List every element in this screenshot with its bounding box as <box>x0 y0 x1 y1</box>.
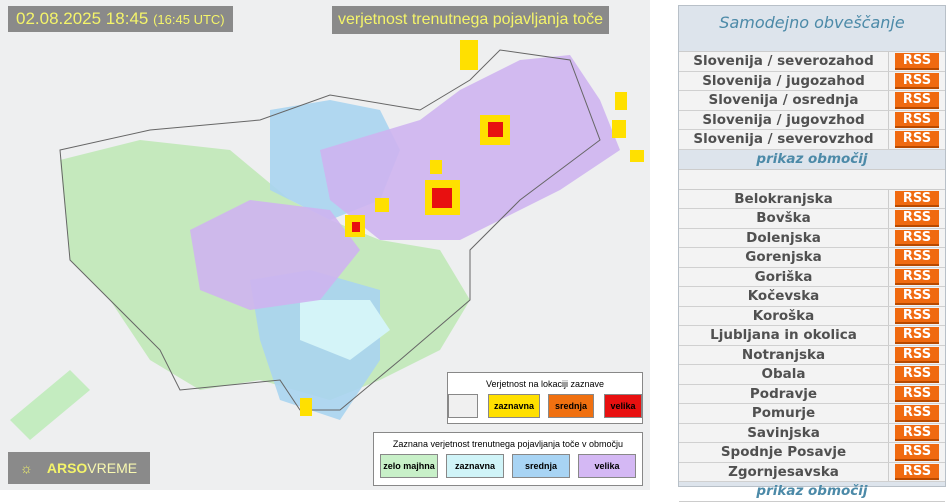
feed-name: Notranjska <box>679 345 889 364</box>
rss-button[interactable]: RSS <box>895 288 939 305</box>
feed-name: Gorenjska <box>679 248 889 267</box>
feed-name: Savinjska <box>679 423 889 442</box>
sun-icon: ☼ <box>20 460 33 476</box>
feed-name: Slovenija / severovzhod <box>679 130 889 149</box>
feed-row: Notranjska RSS <box>679 345 945 365</box>
feed-row: Goriška RSS <box>679 267 945 287</box>
legend-swatch-velika: velika <box>578 454 636 478</box>
rss-button[interactable]: RSS <box>895 346 939 363</box>
feed-name: Bovška <box>679 209 889 228</box>
rss-button[interactable]: RSS <box>895 463 939 480</box>
map-title: verjetnost trenutnega pojavljanja toče <box>332 6 610 34</box>
feed-name: Slovenija / jugovzhod <box>679 110 889 129</box>
rss-button[interactable]: RSS <box>895 444 939 461</box>
legend-area: Zaznana verjetnost trenutnega pojavljanj… <box>373 432 643 486</box>
rss-button[interactable]: RSS <box>895 385 939 402</box>
legend-swatch-zaznavna: zaznavna <box>488 394 540 418</box>
feed-name: Kočevska <box>679 287 889 306</box>
feed-name: Koroška <box>679 306 889 325</box>
feed-name: Obala <box>679 365 889 384</box>
rss-button[interactable]: RSS <box>895 53 939 70</box>
legend-swatch-srednja: srednja <box>512 454 570 478</box>
feed-name: Podravje <box>679 384 889 403</box>
rss-button[interactable]: RSS <box>895 190 939 207</box>
feed-row: Koroška RSS <box>679 306 945 326</box>
rss-button[interactable]: RSS <box>895 327 939 344</box>
legend-location: Verjetnost na lokaciji zaznave zaznavna … <box>447 372 643 424</box>
rss-button[interactable]: RSS <box>895 268 939 285</box>
rss-button[interactable]: RSS <box>895 249 939 266</box>
feed-name: Pomurje <box>679 404 889 423</box>
rss-button[interactable]: RSS <box>895 92 939 109</box>
feed-row: Pomurje RSS <box>679 404 945 424</box>
legend-swatch-srednja: srednja <box>548 394 594 418</box>
feed-row: Gorenjska RSS <box>679 248 945 268</box>
feed-row: Podravje RSS <box>679 384 945 404</box>
rss-button[interactable]: RSS <box>895 424 939 441</box>
feed-name: Slovenija / severozahod <box>679 52 889 71</box>
hail-cells <box>300 40 644 416</box>
feed-name: Dolenjska <box>679 228 889 247</box>
rss-button[interactable]: RSS <box>895 307 939 324</box>
rss-button[interactable]: RSS <box>895 72 939 89</box>
rss-button[interactable]: RSS <box>895 405 939 422</box>
timestamp: 02.08.2025 18:45 <box>16 9 149 28</box>
feed-row: Zgornjesavska RSS <box>679 462 945 482</box>
rss-button[interactable]: RSS <box>895 131 939 148</box>
feed-row: Dolenjska RSS <box>679 228 945 248</box>
rss-button[interactable]: RSS <box>895 111 939 128</box>
feed-row: Kočevska RSS <box>679 287 945 307</box>
feed-row: Slovenija / jugozahod RSS <box>679 71 945 91</box>
rss-button[interactable]: RSS <box>895 210 939 227</box>
feed-name: Goriška <box>679 267 889 286</box>
feed-name: Spodnje Posavje <box>679 443 889 462</box>
feed-name: Zgornjesavska <box>679 462 889 481</box>
rss-button[interactable]: RSS <box>895 366 939 383</box>
panel-title: Samodejno obveščanje <box>719 13 905 32</box>
feed-row: Slovenija / severozahod RSS <box>679 52 945 72</box>
feed-name: Slovenija / osrednja <box>679 91 889 110</box>
legend-location-title: Verjetnost na lokaciji zaznave <box>485 379 605 389</box>
feed-row: Savinjska RSS <box>679 423 945 443</box>
feed-row: Slovenija / severovzhod RSS <box>679 130 945 150</box>
show-areas-link-2[interactable]: prikaz območij <box>679 482 945 502</box>
legend-swatch-none <box>448 394 478 418</box>
arso-logo[interactable]: ☼ ARSOVREME <box>8 452 150 484</box>
timestamp-utc: (16:45 UTC) <box>153 12 225 27</box>
feed-row: Belokranjska RSS <box>679 189 945 209</box>
feed-row: Ljubljana in okolica RSS <box>679 326 945 346</box>
legend-swatch-zaznavna: zaznavna <box>446 454 504 478</box>
feed-name: Ljubljana in okolica <box>679 326 889 345</box>
feed-row: Spodnje Posavje RSS <box>679 443 945 463</box>
legend-swatch-zelo-majhna: zelo majhna <box>380 454 438 478</box>
notifications-panel: Samodejno obveščanje Slovenija / severoz… <box>678 5 946 502</box>
legend-area-title: Zaznana verjetnost trenutnega pojavljanj… <box>392 439 624 449</box>
show-areas-link[interactable]: prikaz območij <box>679 150 945 170</box>
timestamp-badge: 02.08.2025 18:45 (16:45 UTC) <box>8 6 233 32</box>
hail-probability-map[interactable]: 02.08.2025 18:45 (16:45 UTC) verjetnost … <box>0 0 650 490</box>
feed-name: Belokranjska <box>679 189 889 208</box>
rss-button[interactable]: RSS <box>895 229 939 246</box>
feed-row: Slovenija / osrednja RSS <box>679 91 945 111</box>
feed-row: Slovenija / jugovzhod RSS <box>679 110 945 130</box>
legend-swatch-velika: velika <box>604 394 642 418</box>
feed-row: Bovška RSS <box>679 209 945 229</box>
feed-row: Obala RSS <box>679 365 945 385</box>
map-graphic <box>10 40 644 440</box>
feed-name: Slovenija / jugozahod <box>679 71 889 90</box>
